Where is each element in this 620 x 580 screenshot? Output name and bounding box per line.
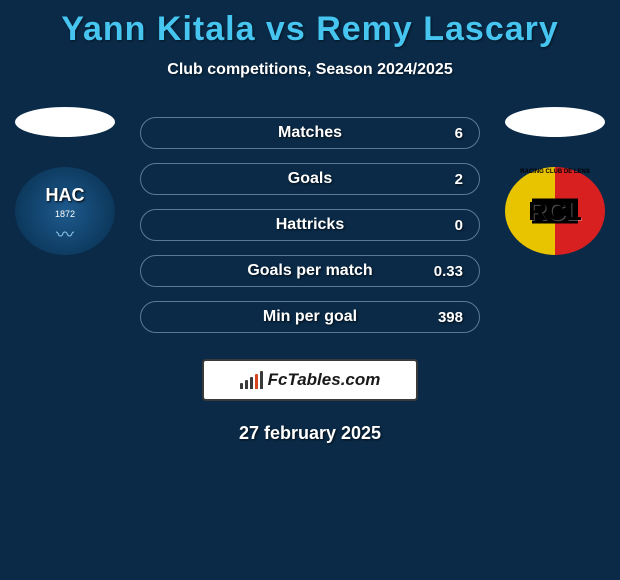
stat-label: Min per goal: [263, 308, 357, 326]
page-subtitle: Club competitions, Season 2024/2025: [0, 61, 620, 79]
stat-label: Hattricks: [276, 216, 344, 234]
club-badge-left-label: HAC: [46, 185, 85, 206]
club-badge-left-icon: 〰: [56, 221, 74, 247]
stat-label: Goals per match: [247, 262, 372, 280]
club-badge-left: HAC 1872 〰: [15, 167, 115, 255]
stat-row-hattricks: Hattricks 0: [140, 209, 480, 241]
club-badge-right-arc: RACING CLUB DE LENS: [520, 169, 590, 175]
club-badge-right: RACING CLUB DE LENS RCL: [505, 167, 605, 255]
player-left-silhouette: [15, 107, 115, 137]
stat-label: Matches: [278, 124, 342, 142]
club-badge-left-year: 1872: [55, 209, 75, 219]
footer-date: 27 february 2025: [0, 423, 620, 444]
page-title: Yann Kitala vs Remy Lascary: [0, 0, 620, 49]
stat-value-right: 6: [455, 125, 463, 142]
stat-value-right: 0: [455, 217, 463, 234]
stat-row-goals: Goals 2: [140, 163, 480, 195]
player-left-column: HAC 1872 〰: [10, 107, 120, 255]
stat-label: Goals: [288, 170, 332, 188]
footer-logo: FcTables.com: [202, 359, 418, 401]
club-badge-right-label: RCL: [528, 196, 581, 227]
comparison-area: HAC 1872 〰 Matches 6 Goals 2 Hattricks 0…: [0, 107, 620, 347]
stat-row-gpm: Goals per match 0.33: [140, 255, 480, 287]
stat-row-matches: Matches 6: [140, 117, 480, 149]
stat-value-right: 398: [438, 309, 463, 326]
stat-value-right: 0.33: [434, 263, 463, 280]
chart-icon: [240, 371, 262, 389]
player-right-silhouette: [505, 107, 605, 137]
stat-row-mpg: Min per goal 398: [140, 301, 480, 333]
stat-rows: Matches 6 Goals 2 Hattricks 0 Goals per …: [140, 117, 480, 347]
player-right-column: RACING CLUB DE LENS RCL: [500, 107, 610, 255]
stat-value-right: 2: [455, 171, 463, 188]
footer-logo-text: FcTables.com: [268, 370, 381, 390]
